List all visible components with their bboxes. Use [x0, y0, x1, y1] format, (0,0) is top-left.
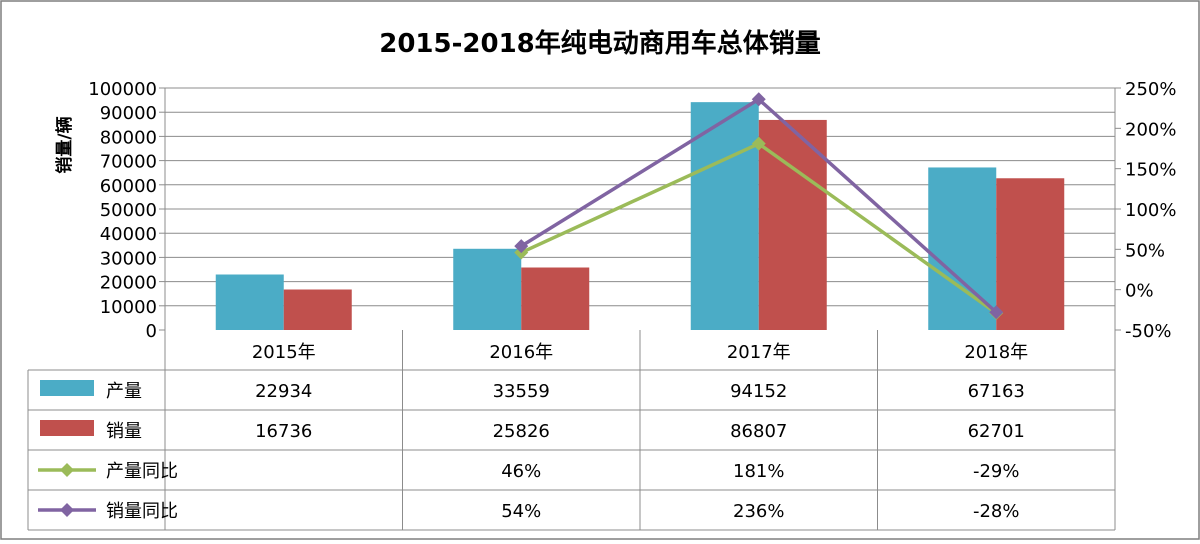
- table-cell-value: 94152: [730, 381, 787, 402]
- table-cell-value: 86807: [730, 421, 787, 442]
- table-cell-value: 25826: [493, 421, 550, 442]
- y2-tick-label: 100%: [1125, 200, 1176, 221]
- legend-label: 产量同比: [106, 461, 178, 482]
- bar-production: [690, 102, 759, 330]
- line-marker: [514, 239, 529, 254]
- line-marker: [989, 305, 1004, 320]
- y-tick-label: 90000: [100, 103, 157, 124]
- axes-layer: 0 10000 20000 30000 40000 50000 60000 70000 8000…: [88, 79, 1176, 342]
- lines-layer: [514, 92, 1004, 321]
- y-tick-label: 10000: [100, 297, 157, 318]
- table-cell-value: -28%: [973, 501, 1020, 522]
- table-cell-value: 22934: [255, 381, 312, 402]
- table-cell-value: 46%: [501, 461, 541, 482]
- x-tick-label: 2018年: [964, 342, 1028, 363]
- y-tick-label: 50000: [100, 200, 157, 221]
- table-cell-value: 236%: [733, 501, 784, 522]
- y-tick-label: 40000: [100, 224, 157, 245]
- legend-key-marker: [60, 503, 74, 517]
- table-cell-value: 67163: [968, 381, 1025, 402]
- y-tick-label: 70000: [100, 152, 157, 173]
- y-tick-label: 100000: [88, 79, 157, 100]
- bar-production: [453, 248, 522, 330]
- legend-label: 销量同比: [106, 501, 178, 522]
- y2-tick-label: 150%: [1125, 160, 1176, 181]
- x-tick-label: 2016年: [489, 342, 553, 363]
- bar-sales: [521, 267, 590, 330]
- bar-sales: [283, 289, 352, 330]
- legend-key-bar: [40, 420, 94, 436]
- x-tick-label: 2015年: [252, 342, 316, 363]
- table-cell-value: 62701: [968, 421, 1025, 442]
- table-cell-value: 16736: [255, 421, 312, 442]
- y2-tick-label: -50%: [1125, 321, 1172, 342]
- line-marker: [751, 136, 766, 151]
- bar-sales: [758, 119, 827, 330]
- y-tick-label: 30000: [100, 248, 157, 269]
- chart-title: 2015-2018年纯电动商用车总体销量: [379, 28, 821, 59]
- y2-tick-label: 200%: [1125, 119, 1176, 140]
- legend-key-bar: [40, 380, 94, 396]
- y-tick-label: 20000: [100, 273, 157, 294]
- legend-key-marker: [60, 463, 74, 477]
- table-cell-value: 54%: [501, 501, 541, 522]
- line-marker: [751, 92, 766, 107]
- y-tick-label: 60000: [100, 176, 157, 197]
- table-cell-value: -29%: [973, 461, 1020, 482]
- bar-production: [215, 274, 284, 330]
- x-tick-label: 2017年: [727, 342, 791, 363]
- y2-tick-label: 250%: [1125, 79, 1176, 100]
- y-axis-label: 销量/辆: [54, 116, 75, 173]
- y-tick-label: 0: [146, 321, 157, 342]
- legend-label: 销量: [106, 421, 142, 442]
- table-cell-value: 33559: [493, 381, 550, 402]
- legend-label: 产量: [106, 381, 142, 402]
- table-cell-value: 181%: [733, 461, 784, 482]
- y2-tick-label: 50%: [1125, 240, 1165, 261]
- y-tick-label: 80000: [100, 127, 157, 148]
- y2-tick-label: 0%: [1125, 281, 1154, 302]
- bar-sales: [996, 178, 1065, 330]
